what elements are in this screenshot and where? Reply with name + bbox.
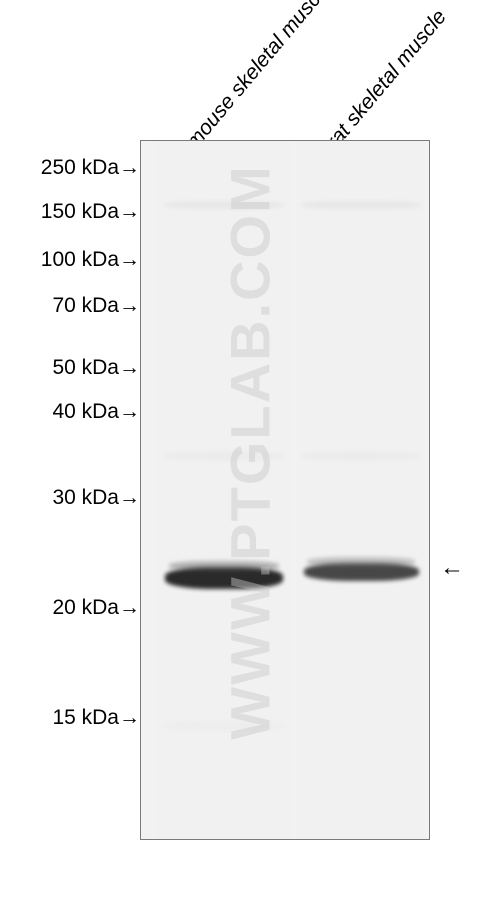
band-arrow-indicator: ←: [440, 554, 464, 582]
marker-label: 40 kDa→: [52, 400, 140, 424]
lane-label-2: rat skeletal muscle: [322, 5, 452, 154]
protein-band: [307, 557, 415, 567]
marker-label: 20 kDa→: [52, 596, 140, 620]
marker-label: 100 kDa→: [41, 248, 140, 272]
marker-label: 15 kDa→: [52, 706, 140, 730]
protein-band: [301, 451, 421, 461]
protein-band: [164, 201, 284, 209]
figure-container: WWW.PTGLAB.COM mouse skeletal muscle rat…: [0, 0, 500, 903]
lane-column: [156, 141, 291, 839]
marker-label: 50 kDa→: [52, 356, 140, 380]
marker-label: 150 kDa→: [41, 200, 140, 224]
lane-labels-group: mouse skeletal muscle rat skeletal muscl…: [0, 0, 500, 140]
protein-band: [301, 201, 421, 209]
protein-band: [164, 721, 284, 731]
protein-band: [169, 561, 279, 571]
lane-column: [296, 141, 426, 839]
lane-label-1: mouse skeletal muscle: [182, 0, 337, 154]
protein-band: [164, 451, 284, 461]
blot-membrane: [140, 140, 430, 840]
marker-label: 250 kDa→: [41, 156, 140, 180]
marker-label: 70 kDa→: [52, 294, 140, 318]
marker-label: 30 kDa→: [52, 486, 140, 510]
